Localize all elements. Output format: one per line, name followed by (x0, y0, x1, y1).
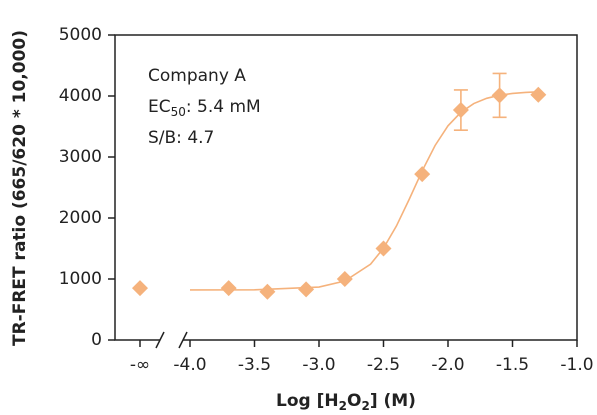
x-tick-label: -1.5 (496, 355, 529, 375)
x-tick-label: -1.0 (560, 355, 593, 375)
point (414, 166, 431, 183)
annotation: S/B: 4.7 (148, 128, 214, 148)
annotation-part: EC (148, 97, 171, 117)
y-tick-label: 5000 (59, 25, 102, 45)
fit-curve (189, 90, 539, 291)
y-axis-label: TR-FRET ratio (665/620 * 10,000) (10, 30, 30, 346)
x-label-part: Log [H (276, 391, 339, 411)
y-tick-label: 3000 (59, 147, 102, 167)
x-tick-label: -3.0 (302, 355, 335, 375)
point (336, 271, 353, 287)
point (132, 280, 148, 297)
point (259, 283, 276, 300)
x-label-part: O (347, 391, 361, 411)
axis-frame (114, 34, 578, 341)
x-tick-label: -3.5 (238, 355, 271, 375)
point (452, 102, 469, 119)
axis-break (155, 331, 188, 349)
annotation: EC50: 5.4 mM (148, 97, 261, 119)
point (375, 240, 392, 257)
x-tick-label: -2.5 (367, 355, 400, 375)
point (298, 281, 315, 298)
x-label-part: 2 (339, 399, 347, 413)
x-axis-label: Log [H2O2] (M) (276, 391, 416, 413)
x-label-part: ] (M) (370, 391, 416, 411)
y-tick-label: 0 (91, 330, 102, 350)
y-tick-label: 1000 (59, 269, 102, 289)
annotation-part: 50 (171, 105, 186, 119)
point (491, 87, 508, 104)
annotation: Company A (148, 66, 246, 86)
x-tick-label: -2.0 (431, 355, 464, 375)
x-label-part: 2 (361, 399, 369, 413)
x-tick-label: -4.0 (173, 355, 206, 375)
point (530, 86, 547, 103)
point (220, 280, 237, 297)
y-tick-label: 4000 (59, 86, 102, 106)
y-tick-label: 2000 (59, 208, 102, 228)
x-tick-label: -∞ (130, 355, 150, 375)
annotation-part: : 5.4 mM (186, 97, 261, 117)
